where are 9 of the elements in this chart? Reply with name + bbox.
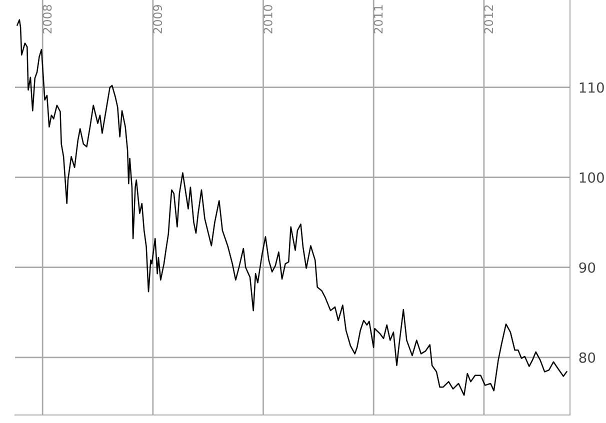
y-tick-label: 80 [579,352,596,363]
x-tick-label: 2012 [484,5,494,34]
x-tick-label: 2010 [263,4,272,34]
y-tick-label: 100 [580,172,604,183]
x-tick-label: 2008 [42,4,52,34]
y-tick-label: 90 [579,262,596,273]
x-tick-label: 2011 [374,5,383,34]
x-tick-label: 2009 [153,4,162,34]
y-tick-label: 110 [580,82,604,93]
